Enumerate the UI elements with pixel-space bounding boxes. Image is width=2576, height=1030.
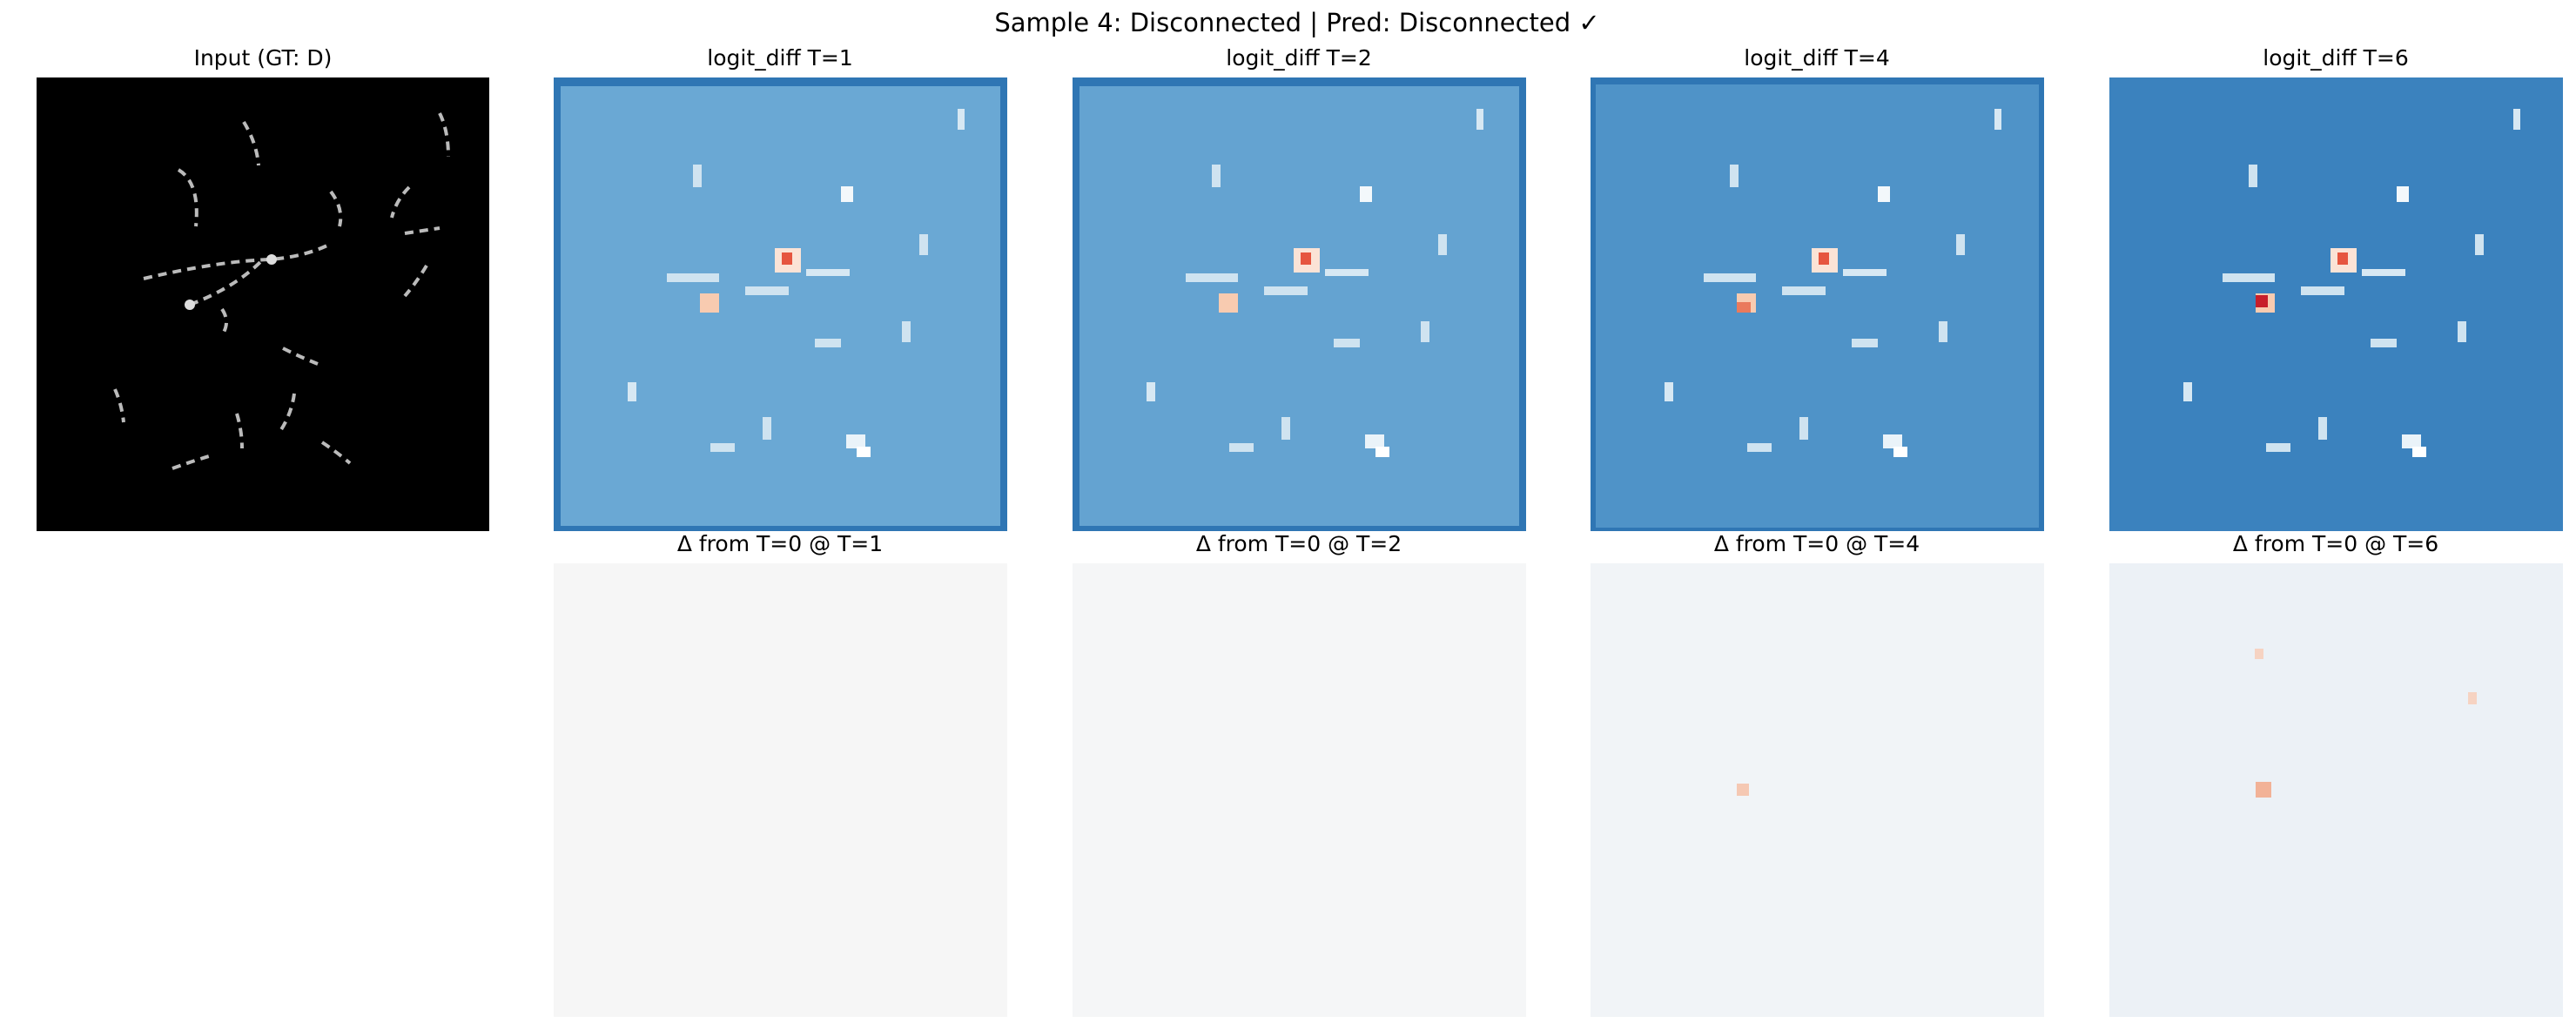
figure-title: Sample 4: Disconnected | Pred: Disconnec… bbox=[994, 8, 1599, 37]
panel-title: Δ from T=0 @ T=1 bbox=[677, 531, 883, 556]
heatmaps bbox=[554, 77, 2563, 531]
panel-title: Δ from T=0 @ T=2 bbox=[1196, 531, 1402, 556]
input-image bbox=[37, 77, 489, 531]
input-strokes bbox=[113, 112, 450, 470]
panel-title: logit_diff T=1 bbox=[707, 45, 852, 71]
panel-title: Δ from T=0 @ T=6 bbox=[2233, 531, 2438, 556]
delta-maps bbox=[554, 563, 2563, 1017]
panel-title: logit_diff T=4 bbox=[1744, 45, 1889, 71]
panel-titles: logit_diff T=1 logit_diff T=2 logit_diff… bbox=[677, 45, 2438, 556]
panel-title: logit_diff T=6 bbox=[2263, 45, 2408, 71]
panel-title: Input (GT: D) bbox=[194, 45, 333, 71]
panel-title: Δ from T=0 @ T=4 bbox=[1714, 531, 1920, 556]
panel-title: logit_diff T=2 bbox=[1226, 45, 1371, 71]
